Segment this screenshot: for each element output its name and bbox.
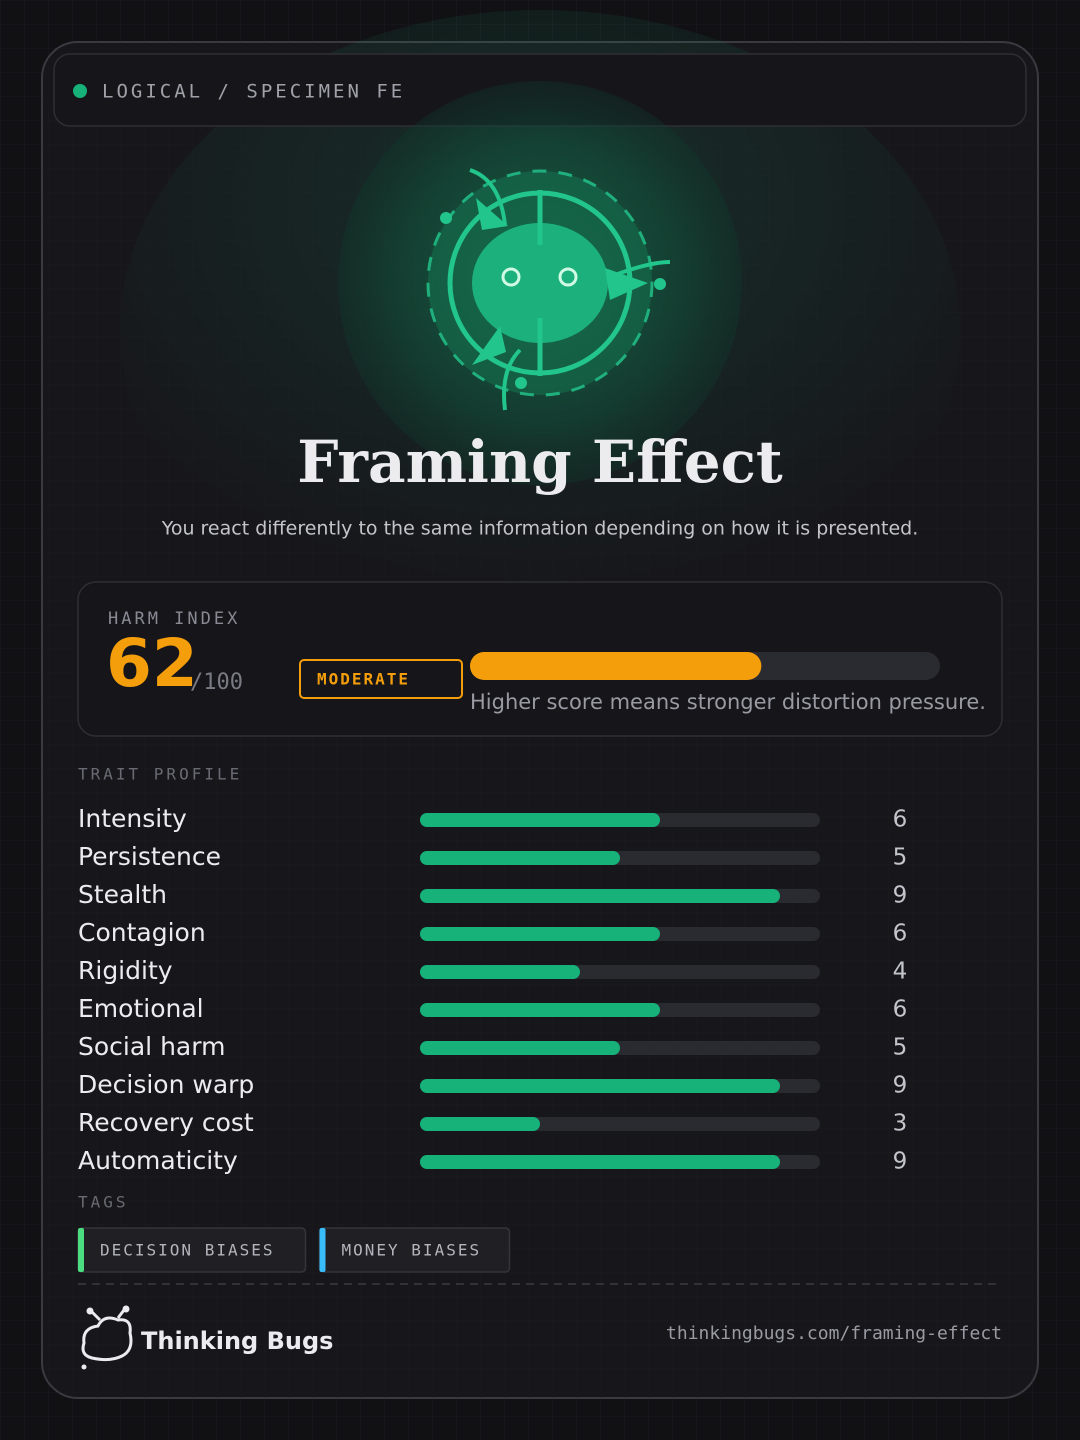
tags-label: TAGS	[78, 1193, 129, 1212]
trait-value: 6	[893, 807, 908, 833]
trait-value: 6	[893, 921, 908, 947]
trait-name: Recovery cost	[78, 1108, 254, 1137]
trait-bar	[420, 889, 780, 903]
trait-name: Rigidity	[78, 956, 173, 985]
trait-bar	[420, 1155, 780, 1169]
trait-name: Persistence	[78, 842, 221, 871]
harm-max: /100	[190, 670, 243, 695]
level-badge	[299, 659, 463, 699]
trait-value: 5	[893, 845, 908, 871]
trait-profile-label: TRAIT PROFILE	[78, 765, 242, 784]
status-dot	[73, 84, 87, 98]
trait-name: Social harm	[78, 1032, 225, 1061]
trait-name: Intensity	[78, 804, 187, 833]
trait-name: Contagion	[78, 918, 206, 947]
trait-name: Emotional	[78, 994, 204, 1023]
trait-bar	[420, 1079, 780, 1093]
brand-name: Thinking Bugs	[141, 1327, 333, 1355]
footer-url: thinkingbugs.com/framing-effect	[666, 1323, 1002, 1344]
trait-bar	[420, 1117, 540, 1131]
tag-accent	[319, 1228, 326, 1272]
brand-logo	[81, 1305, 133, 1370]
harm-caption: Higher score means stronger distortion p…	[470, 690, 986, 714]
trait-bar	[420, 813, 660, 827]
tag-accent	[78, 1228, 84, 1272]
tag-name: DECISION BIASES	[100, 1241, 275, 1260]
trait-value: 9	[893, 1149, 908, 1175]
trait-value: 3	[893, 1111, 908, 1137]
trait-value: 6	[893, 997, 908, 1023]
harm-level: MODERATE	[317, 670, 410, 689]
trait-value: 9	[893, 883, 908, 909]
trait-bar	[420, 1003, 660, 1017]
harm-score: 62	[106, 625, 198, 702]
harm-label: HARM INDEX	[108, 609, 240, 629]
trait-bar	[420, 851, 620, 865]
trait-bar	[420, 1041, 620, 1055]
trait-name: Automaticity	[78, 1146, 238, 1175]
trait-bar	[420, 927, 660, 941]
trait-name: Decision warp	[78, 1070, 254, 1099]
trait-name: Stealth	[78, 880, 167, 909]
trait-value: 5	[893, 1035, 908, 1061]
tag-name: MONEY BIASES	[342, 1241, 482, 1260]
trait-value: 9	[893, 1073, 908, 1099]
bug-icon	[338, 81, 742, 485]
trait-value: 4	[893, 959, 908, 985]
description: You react differently to the same inform…	[161, 518, 919, 540]
category: LOGICAL / SPECIMEN FE	[102, 81, 405, 103]
trait-bar	[420, 965, 580, 979]
harm-bar	[470, 652, 762, 680]
title: Framing Effect	[297, 428, 783, 496]
